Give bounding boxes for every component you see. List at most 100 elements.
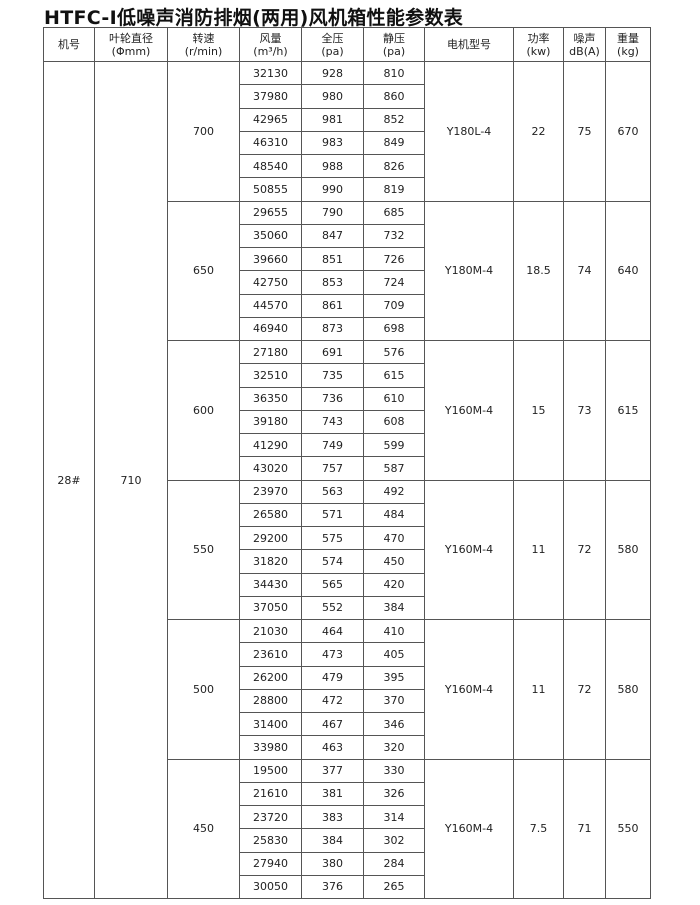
airflow-cell: 32510 [239,363,302,388]
table-row: 25830 384 302 [44,828,651,853]
static-pressure-cell: 698 [363,316,425,342]
header-row: 机号 叶轮直径 (Φmm) 转速 (r/min) 风量 (m³/h) 全压 (pa) 静压 (pa)… [43,27,651,62]
total-pressure-cell: 735 [301,363,364,388]
power-cell: 18.5 [513,200,564,341]
header-label: 噪声 [573,31,596,45]
table-row: 35060 847 732 [44,223,651,249]
static-pressure-cell: 576 [363,339,425,365]
table-row: 50855 990 819 [44,177,651,202]
speed-cell: 550 [167,479,240,620]
airflow-cell: 21030 [239,618,302,644]
total-pressure-cell: 861 [301,293,364,318]
total-pressure-cell: 376 [301,874,364,900]
airflow-cell: 39180 [239,409,302,435]
airflow-cell: 31820 [239,549,302,574]
airflow-cell: 23970 [239,479,302,504]
header-unit: (kw) [526,44,551,58]
static-pressure-cell: 346 [363,711,425,737]
total-pressure-cell: 743 [301,409,364,435]
total-pressure-cell: 552 [301,595,364,621]
total-pressure-cell: 749 [301,432,364,458]
static-pressure-cell: 726 [363,246,425,272]
static-pressure-cell: 330 [363,758,425,783]
header-label: 转速 [192,31,215,45]
airflow-cell: 50855 [239,177,302,202]
weight-cell: 640 [605,200,651,341]
total-pressure-cell: 980 [301,84,364,109]
weight-cell: 550 [605,758,651,899]
total-pressure-cell: 736 [301,386,364,411]
table-row: 450 19500 377 330 Y160M-4 7.5 71 550 [44,758,651,899]
static-pressure-cell: 492 [363,479,425,504]
static-pressure-cell: 819 [363,177,425,202]
static-pressure-cell: 284 [363,851,425,876]
static-pressure-cell: 265 [363,874,425,900]
static-pressure-cell: 395 [363,665,425,690]
total-pressure-cell: 853 [301,270,364,295]
total-pressure-cell: 464 [301,618,364,644]
static-pressure-cell: 724 [363,270,425,295]
total-pressure-cell: 988 [301,153,364,179]
static-pressure-cell: 860 [363,84,425,109]
airflow-cell: 37980 [239,84,302,109]
total-pressure-cell: 691 [301,339,364,365]
header-unit: (m³/h) [253,44,288,58]
speed-cell: 600 [167,340,240,481]
table-row: 27940 380 284 [44,851,651,876]
airflow-cell: 36350 [239,386,302,411]
table-row: 26580 571 484 [44,502,651,528]
static-pressure-cell: 709 [363,293,425,318]
static-pressure-cell: 470 [363,525,425,551]
static-pressure-cell: 420 [363,572,425,597]
total-pressure-cell: 575 [301,525,364,551]
performance-table: 机号 叶轮直径 (Φmm) 转速 (r/min) 风量 (m³/h) 全压 (pa) 静压 (pa)… [43,27,651,900]
static-pressure-cell: 587 [363,456,425,481]
weight-cell: 670 [605,61,651,202]
total-pressure-cell: 563 [301,479,364,504]
total-pressure-cell: 479 [301,665,364,690]
static-pressure-cell: 826 [363,153,425,179]
table-row: 46310 983 849 [44,130,651,156]
table-row: 650 29655 790 685 Y180M-4 18.5 74 640 [44,200,651,341]
noise-cell: 72 [563,479,606,620]
table-row: 37980 980 860 [44,84,651,109]
column-header: 转速 (r/min) [167,27,240,62]
table-row: 23610 473 405 [44,642,651,667]
motor-model-cell: Y160M-4 [424,479,514,620]
airflow-cell: 29655 [239,200,302,225]
header-unit: dB(A) [569,44,600,58]
airflow-cell: 23720 [239,804,302,830]
total-pressure-cell: 873 [301,316,364,342]
noise-cell: 72 [563,619,606,760]
noise-cell: 75 [563,61,606,202]
table-row: 48540 988 826 [44,153,651,179]
column-header: 电机型号 [424,27,514,62]
total-pressure-cell: 983 [301,130,364,156]
noise-cell: 74 [563,200,606,341]
speed-cell: 700 [167,61,240,202]
total-pressure-cell: 380 [301,851,364,876]
machine-number-cell: 28# [43,61,95,899]
static-pressure-cell: 610 [363,386,425,411]
table-row: 39660 851 726 [44,246,651,272]
static-pressure-cell: 484 [363,502,425,528]
table-row: 500 21030 464 410 Y160M-4 11 72 580 [44,618,651,760]
airflow-cell: 28800 [239,688,302,714]
static-pressure-cell: 810 [363,60,425,86]
column-header: 风量 (m³/h) [239,27,302,62]
speed-cell: 450 [167,758,240,899]
airflow-cell: 48540 [239,153,302,179]
airflow-cell: 34430 [239,572,302,597]
power-cell: 11 [513,479,564,620]
airflow-cell: 39660 [239,246,302,272]
static-pressure-cell: 326 [363,781,425,807]
total-pressure-cell: 467 [301,711,364,737]
airflow-cell: 26580 [239,502,302,528]
total-pressure-cell: 383 [301,804,364,830]
total-pressure-cell: 463 [301,735,364,760]
table-row: 42750 853 724 [44,270,651,295]
airflow-cell: 37050 [239,595,302,621]
static-pressure-cell: 599 [363,432,425,458]
power-cell: 22 [513,61,564,202]
header-unit: (Φmm) [111,44,151,58]
